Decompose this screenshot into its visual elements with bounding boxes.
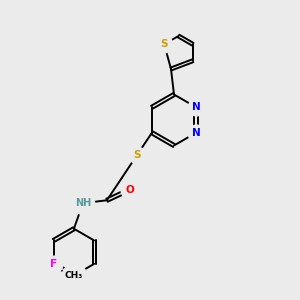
Text: CH₃: CH₃ (65, 271, 83, 280)
Text: NH: NH (75, 198, 91, 208)
Text: N: N (192, 102, 200, 112)
Text: N: N (192, 128, 200, 138)
Text: O: O (125, 185, 134, 195)
Text: S: S (133, 150, 141, 160)
Text: S: S (160, 39, 168, 49)
Text: F: F (50, 259, 57, 269)
